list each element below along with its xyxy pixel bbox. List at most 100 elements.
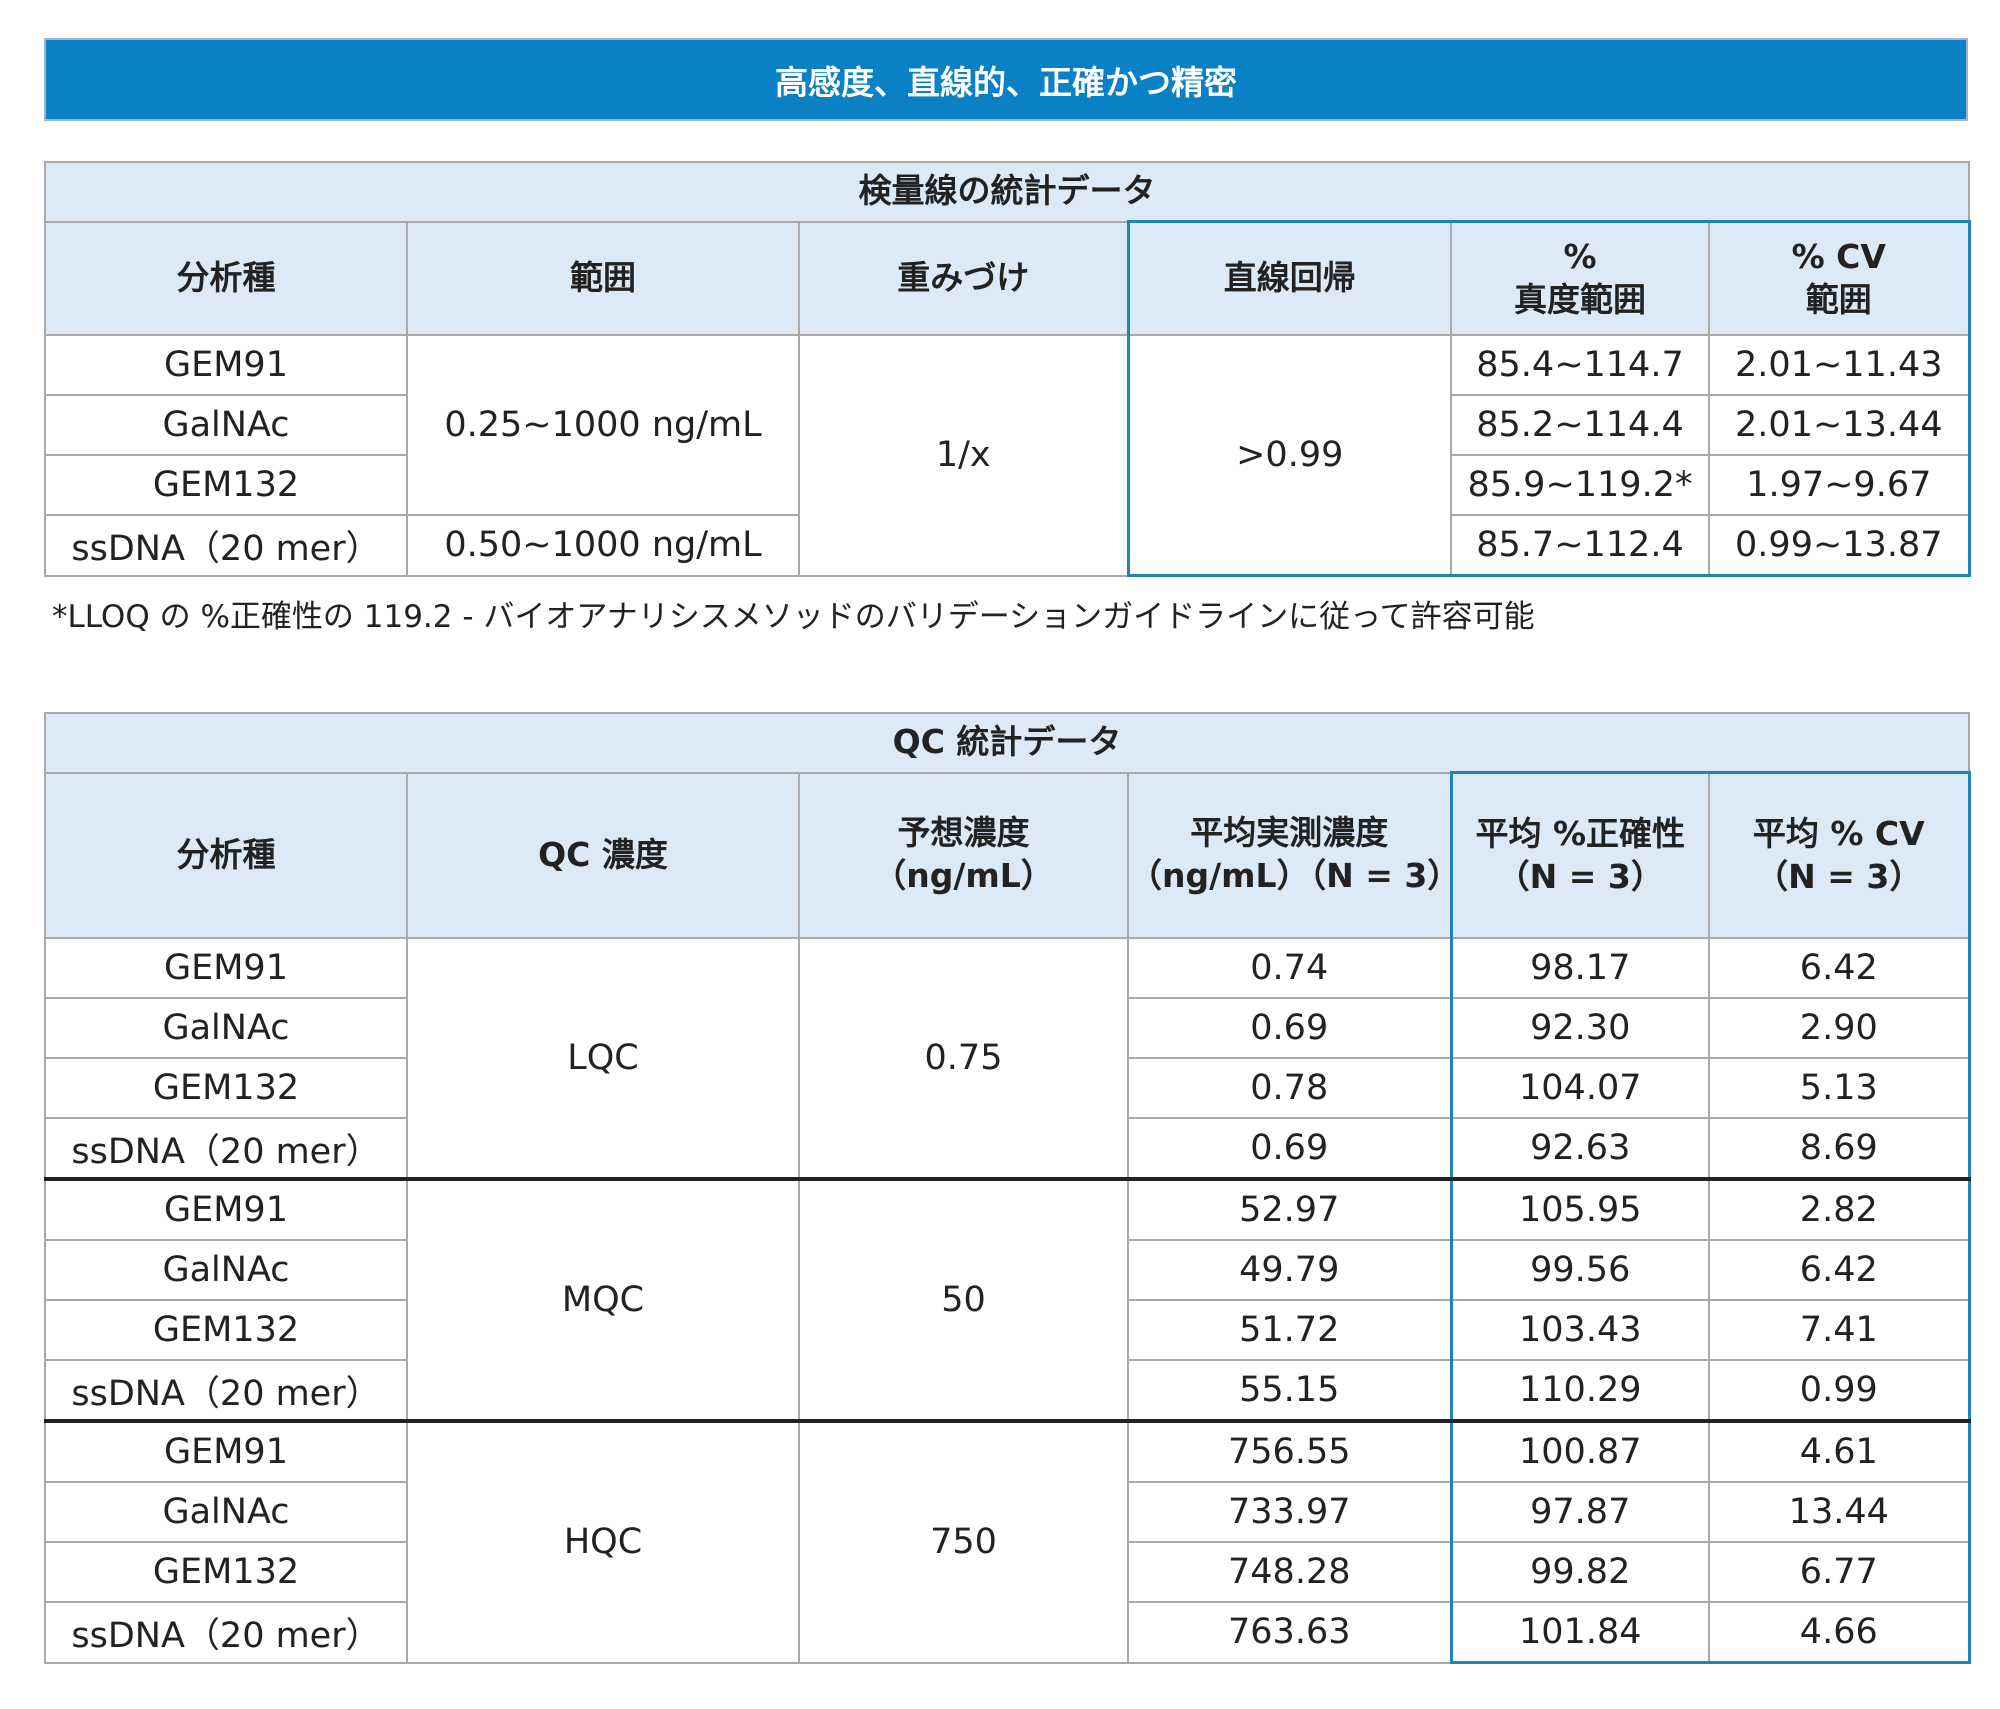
table-row: GEM132 85.9~119.2* 1.97~9.67 [44,454,1971,516]
table-row: ssDNA（20 mer） 763.63 101.84 4.66 [44,1601,1971,1664]
calibration-table-title: 検量線の統計データ [43,161,1971,223]
col-header-analyte: 分析種 [44,220,408,336]
col-header-accuracy: 平均 %正確性 （N = 3） [1449,771,1710,939]
accuracy-cell: 101.84 [1449,1601,1710,1664]
accuracy-range-cell: 85.9~119.2* [1450,454,1710,516]
accuracy-cell: 103.43 [1449,1299,1710,1361]
qc-table-title: QC 統計データ [43,712,1971,774]
expected-cell: 50 [798,1177,1129,1422]
analyte-cell: GEM132 [44,1541,408,1603]
cv-cell: 8.69 [1707,1117,1971,1180]
measured-cell: 0.74 [1127,937,1452,999]
accuracy-cell: 99.82 [1449,1541,1710,1603]
accuracy-cell: 105.95 [1449,1177,1710,1241]
cv-range-cell: 2.01~13.44 [1707,394,1971,456]
measured-cell: 52.97 [1127,1177,1452,1241]
range-cell: 0.50~1000 ng/mL [406,514,800,577]
table-row: ssDNA（20 mer） 0.50~1000 ng/mL 85.7~112.4… [44,514,1971,577]
table-row: ssDNA（20 mer） 0.69 92.63 8.69 [44,1117,1971,1180]
cv-cell: 13.44 [1707,1481,1971,1543]
measured-cell: 763.63 [1127,1601,1452,1664]
col-header-weighting: 重みづけ [798,220,1129,336]
cv-range-cell: 2.01~11.43 [1707,334,1971,396]
analyte-cell: GalNAc [44,394,408,456]
accuracy-cell: 104.07 [1449,1057,1710,1119]
analyte-cell: GEM132 [44,1057,408,1119]
measured-cell: 756.55 [1127,1419,1452,1483]
analyte-cell: GEM91 [44,1177,408,1241]
table-row: ssDNA（20 mer） 55.15 110.29 0.99 [44,1359,1971,1422]
cv-cell: 6.42 [1707,1239,1971,1301]
cv-range-cell: 0.99~13.87 [1707,514,1971,577]
cv-cell: 7.41 [1707,1299,1971,1361]
weighting-cell: 1/x [798,334,1129,577]
analyte-cell: GEM132 [44,454,408,516]
col-header-measured: 平均実測濃度 （ng/mL）（N = 3） [1127,771,1460,939]
accuracy-range-cell: 85.2~114.4 [1450,394,1710,456]
accuracy-cell: 92.30 [1449,997,1710,1059]
table-row: GEM91 0.25~1000 ng/mL 1/x >0.99 85.4~114… [44,334,1971,577]
measured-cell: 733.97 [1127,1481,1452,1543]
measured-cell: 748.28 [1127,1541,1452,1603]
analyte-cell: ssDNA（20 mer） [44,1117,408,1180]
cv-cell: 6.77 [1707,1541,1971,1603]
accuracy-cell: 100.87 [1449,1419,1710,1483]
table-row: GEM132 51.72 103.43 7.41 [44,1299,1971,1361]
accuracy-cell: 99.56 [1449,1239,1710,1301]
analyte-cell: GalNAc [44,997,408,1059]
table-row: GEM132 748.28 99.82 6.77 [44,1541,1971,1603]
cv-cell: 6.42 [1707,937,1971,999]
analyte-cell: GEM132 [44,1299,408,1361]
accuracy-cell: 98.17 [1449,937,1710,999]
analyte-cell: GalNAc [44,1239,408,1301]
measured-cell: 0.69 [1127,1117,1452,1180]
calibration-table: 検量線の統計データ 分析種 範囲 重みづけ 直線回帰 % 真度範囲 % CV 範囲 … [43,161,1971,577]
analyte-cell: ssDNA（20 mer） [44,1601,408,1664]
expected-cell: 750 [798,1419,1129,1664]
table-row: GalNAc 49.79 99.56 6.42 [44,1239,1971,1301]
qc-level-cell: LQC [406,937,800,1180]
col-header-analyte: 分析種 [44,771,408,939]
qc-level-cell: MQC [406,1177,800,1422]
analyte-cell: GEM91 [44,1419,408,1483]
col-header-range: 範囲 [406,220,800,336]
col-header-cv: 平均 % CV （N = 3） [1707,771,1971,939]
analyte-cell: ssDNA（20 mer） [44,1359,408,1422]
expected-cell: 0.75 [798,937,1129,1180]
range-cell: 0.25~1000 ng/mL [406,334,800,516]
table-row: GalNAc 85.2~114.4 2.01~13.44 [44,394,1971,456]
cv-cell: 4.66 [1707,1601,1971,1664]
col-header-qc-level: QC 濃度 [406,771,800,939]
col-header-linear-regression: 直線回帰 [1126,220,1452,336]
accuracy-cell: 110.29 [1449,1359,1710,1422]
table-row: GEM132 0.78 104.07 5.13 [44,1057,1971,1119]
col-header-cv-range: % CV 範囲 [1707,220,1971,336]
analyte-cell: GEM91 [44,334,408,396]
table-row: GalNAc 733.97 97.87 13.44 [44,1481,1971,1543]
cv-range-cell: 1.97~9.67 [1707,454,1971,516]
cv-cell: 5.13 [1707,1057,1971,1119]
table-row: GEM91 HQC 750 756.55 100.87 4.61 [44,1419,1971,1664]
accuracy-range-cell: 85.4~114.7 [1450,334,1710,396]
analyte-cell: ssDNA（20 mer） [44,514,408,577]
measured-cell: 55.15 [1127,1359,1452,1422]
table-row: GalNAc 0.69 92.30 2.90 [44,997,1971,1059]
analyte-cell: GEM91 [44,937,408,999]
table-row: GEM91 MQC 50 52.97 105.95 2.82 [44,1177,1971,1422]
col-header-expected: 予想濃度 （ng/mL） [798,771,1129,939]
analyte-cell: GalNAc [44,1481,408,1543]
cv-cell: 0.99 [1707,1359,1971,1422]
measured-cell: 0.69 [1127,997,1452,1059]
cv-cell: 4.61 [1707,1419,1971,1483]
banner-title: 高感度、直線的、正確かつ精密 [44,38,1968,121]
cv-cell: 2.90 [1707,997,1971,1059]
accuracy-cell: 97.87 [1449,1481,1710,1543]
accuracy-cell: 92.63 [1449,1117,1710,1180]
measured-cell: 0.78 [1127,1057,1452,1119]
col-header-accuracy-range: % 真度範囲 [1450,220,1710,336]
cv-cell: 2.82 [1707,1177,1971,1241]
qc-table: QC 統計データ 分析種 QC 濃度 予想濃度 （ng/mL） 平均実測濃度 （ng… [43,712,1971,1664]
measured-cell: 51.72 [1127,1299,1452,1361]
linear-regression-cell: >0.99 [1126,334,1452,577]
qc-level-cell: HQC [406,1419,800,1664]
